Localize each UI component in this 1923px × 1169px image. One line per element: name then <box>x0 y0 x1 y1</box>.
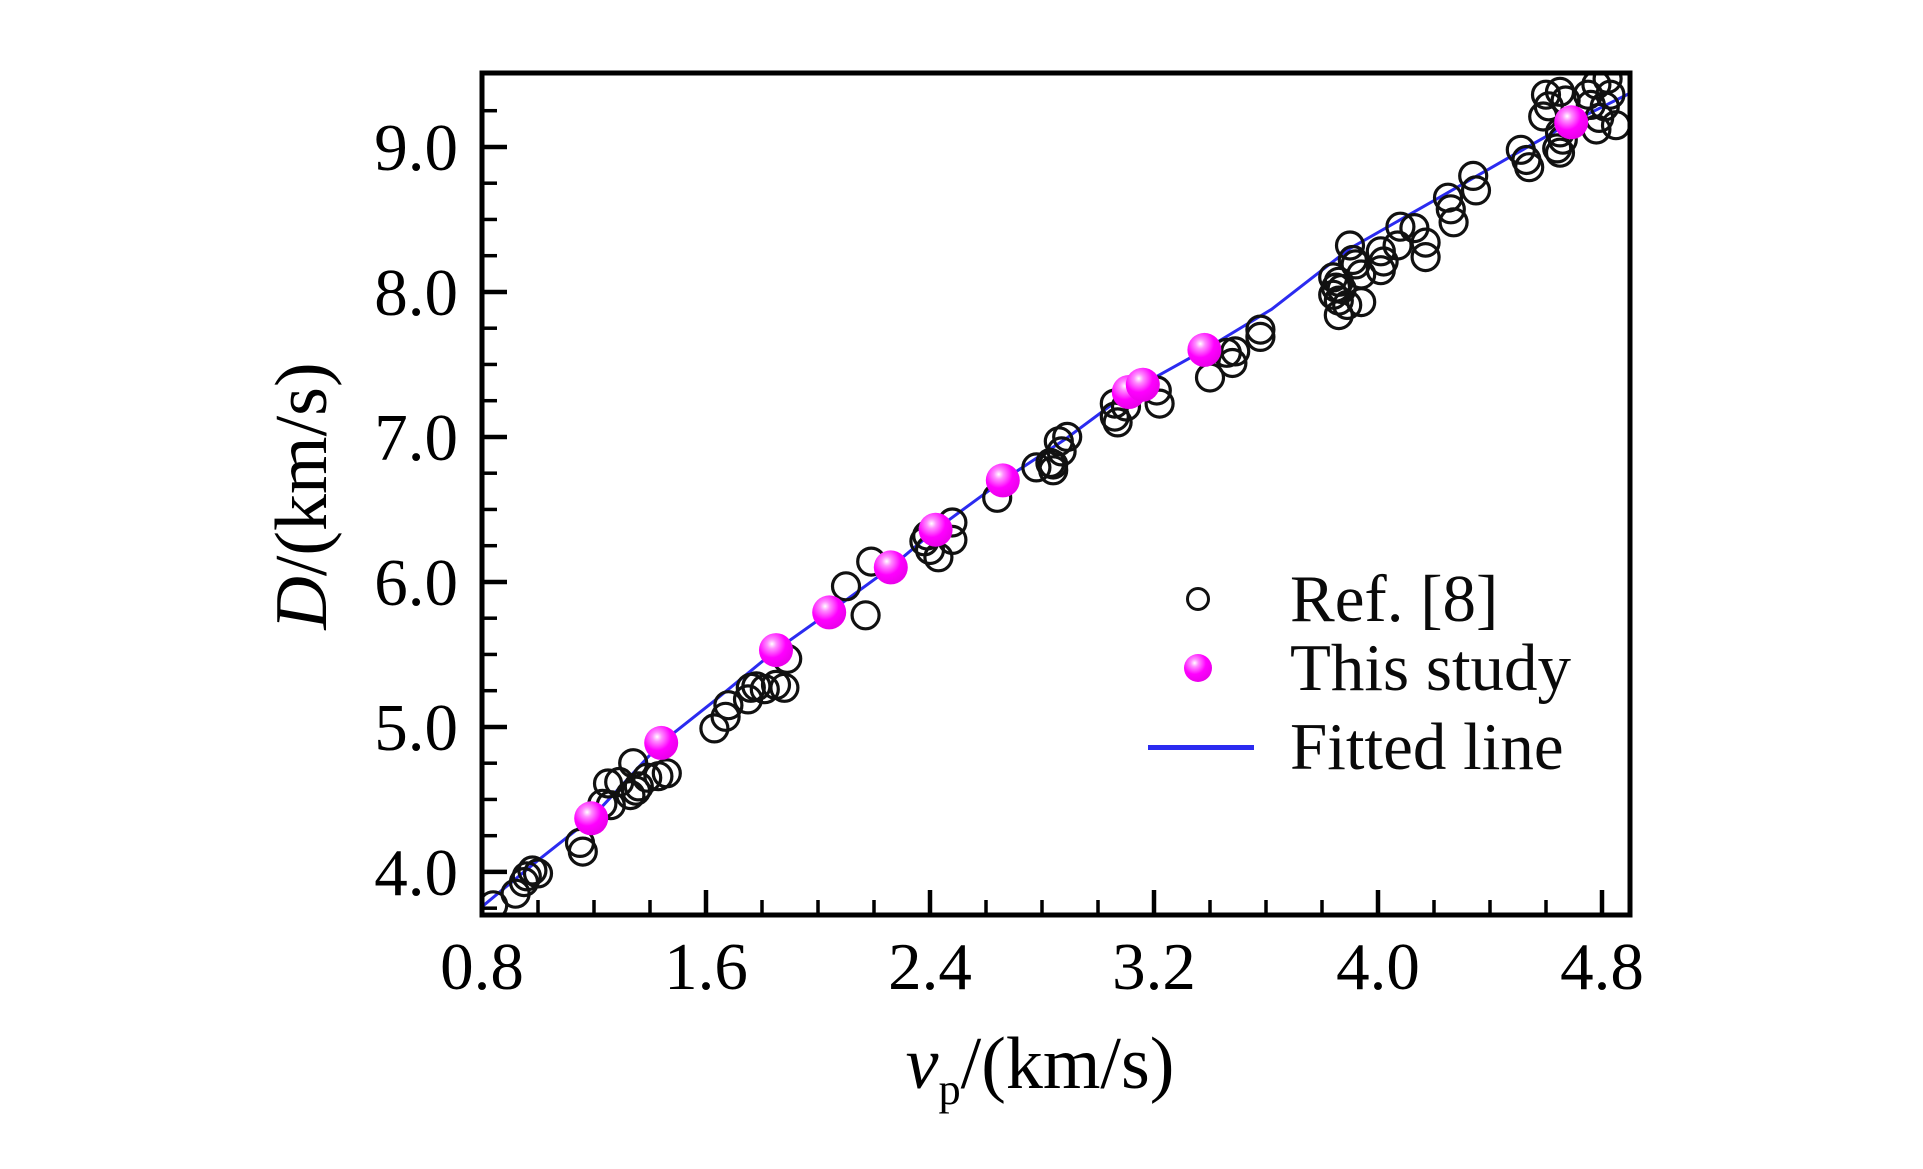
x-tick-label: 4.0 <box>1336 930 1420 1004</box>
plot-frame <box>479 70 1633 918</box>
x-tick-label: 4.8 <box>1560 930 1644 1004</box>
x-axis-title: vp/(km/s) <box>790 1022 1290 1111</box>
ref8-point <box>1144 388 1175 419</box>
ref8-point <box>522 858 554 889</box>
x-axis-variable: v <box>905 1023 939 1105</box>
y-tick-label: 7.0 <box>374 401 458 475</box>
ref8-point <box>1102 407 1133 438</box>
legend-label-fitted-line: Fitted line <box>1290 710 1564 784</box>
ref8-point <box>1382 230 1413 261</box>
open-circle-marker-icon <box>1186 587 1210 611</box>
this-study-point <box>1554 105 1589 140</box>
y-tick-label: 8.0 <box>374 256 458 330</box>
ref8-point <box>567 836 598 867</box>
ref8-point <box>850 600 881 631</box>
this-study-point <box>812 595 847 630</box>
line-marker-icon <box>1148 745 1254 750</box>
this-study-point <box>759 633 793 668</box>
ref8-point <box>1038 455 1069 486</box>
ref8-point <box>1052 421 1083 452</box>
legend-label-ref8: Ref. [8] <box>1290 562 1499 636</box>
ref8-point <box>1458 160 1489 191</box>
y-tick-label: 6.0 <box>374 546 458 620</box>
ref8-point <box>710 701 741 732</box>
ref8-point <box>830 571 862 602</box>
x-tick-label: 0.8 <box>440 930 524 1004</box>
ref8-point <box>1438 207 1469 238</box>
ref8-point <box>1217 347 1248 379</box>
ref8-point <box>1544 137 1576 168</box>
ref8-point <box>923 542 954 573</box>
ref8-point <box>651 758 682 789</box>
x-axis-unit: /(km/s) <box>960 1023 1175 1105</box>
ref8-point <box>1365 255 1396 286</box>
ref8-point <box>1334 230 1366 261</box>
ref8-point <box>1245 321 1276 352</box>
y-axis-title: D/(km/s) <box>261 296 343 696</box>
ref8-point <box>1410 242 1441 273</box>
ref8-point <box>623 771 654 802</box>
y-tick-label: 5.0 <box>374 691 458 765</box>
y-tick-label: 9.0 <box>374 111 458 185</box>
ref8-point <box>713 690 744 721</box>
this-study-point <box>644 725 679 760</box>
this-study-point <box>1125 367 1160 402</box>
ref8-point <box>632 762 663 793</box>
y-tick-label: 4.0 <box>374 836 458 910</box>
ref8-point <box>1542 133 1573 164</box>
this-study-point <box>985 463 1020 498</box>
x-axis-subscript: p <box>938 1063 961 1114</box>
this-study-point <box>574 801 609 836</box>
axis-tick-labels: 0.8 1.6 2.4 3.2 4.0 4.8 4.0 5.0 6.0 7.0 8.0 9.0 <box>374 111 1644 1004</box>
ref8-point <box>699 713 730 744</box>
x-tick-label: 1.6 <box>664 930 748 1004</box>
ball-marker-icon <box>1184 654 1212 682</box>
x-tick-label: 3.2 <box>1112 930 1196 1004</box>
ref8-point <box>1021 452 1052 483</box>
this-study-point <box>1187 332 1222 367</box>
ref8-point <box>1460 175 1492 206</box>
ref8-point <box>1046 436 1077 467</box>
ref8-point <box>1332 289 1363 321</box>
x-tick-label: 2.4 <box>888 930 972 1004</box>
ref8-point <box>1514 152 1545 183</box>
y-axis-unit: /(km/s) <box>261 362 343 577</box>
y-axis-variable: D <box>261 576 343 630</box>
axis-ticks <box>479 108 1605 913</box>
ref8-point <box>1337 244 1368 276</box>
ref8-point <box>1245 314 1276 345</box>
this-study-points-group <box>574 105 1589 836</box>
ref8-point <box>769 672 800 703</box>
ref8-point <box>1323 300 1354 331</box>
ref8-point <box>1410 227 1441 258</box>
this-study-point <box>873 550 908 585</box>
ref8-point <box>1530 79 1562 110</box>
ref8-point <box>1220 336 1251 367</box>
legend-label-this-study: This study <box>1290 631 1572 705</box>
ref8-point <box>1385 211 1416 242</box>
ref8-point <box>615 779 646 811</box>
ref8-point <box>1346 287 1377 318</box>
ref8-points-group <box>482 73 1630 915</box>
ref8-point <box>511 861 542 892</box>
ref8-point <box>1435 194 1466 225</box>
this-study-point <box>918 512 953 547</box>
